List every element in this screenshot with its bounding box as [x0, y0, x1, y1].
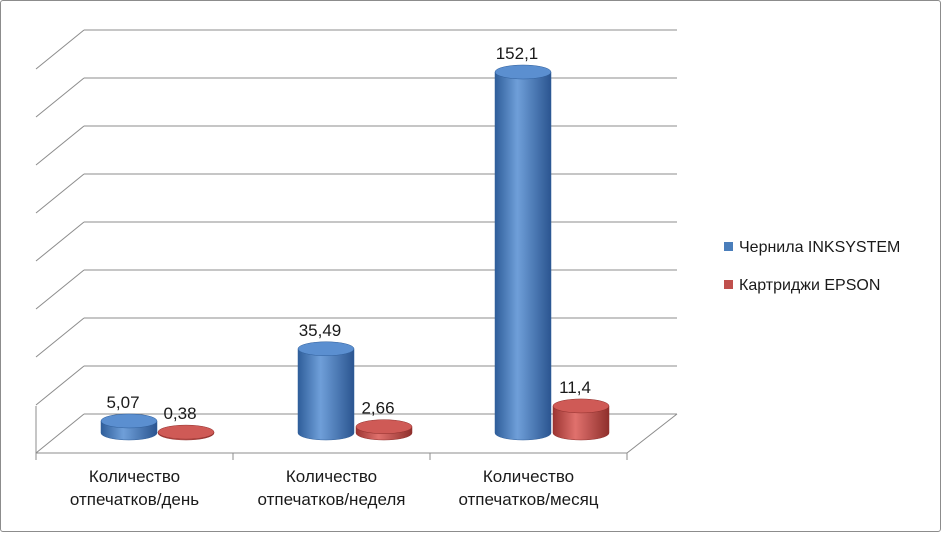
gridlines: [35, 29, 677, 454]
data-label: 152,1: [496, 44, 539, 63]
cylinder-bar: [297, 341, 355, 441]
gridline-side: [35, 77, 85, 118]
plot-area: [100, 64, 610, 441]
floor-right-edge: [626, 413, 678, 454]
gridline-side: [35, 29, 85, 70]
cylinder-body: [297, 348, 355, 441]
data-label: 35,49: [299, 321, 342, 340]
cylinder-top: [355, 419, 413, 434]
cylinder-bar: [100, 413, 158, 441]
data-label: 0,38: [163, 404, 196, 423]
legend-label: Чернила INKSYSTEM: [739, 239, 900, 256]
cylinder-bar: [355, 419, 413, 441]
gridline-side: [35, 317, 85, 358]
category-label: отпечатков/месяц: [458, 490, 598, 509]
cylinder-body: [494, 71, 552, 441]
legend-swatch: [724, 242, 733, 251]
axes: [35, 406, 678, 460]
gridline-side: [35, 221, 85, 262]
category-label: отпечатков/неделя: [258, 490, 406, 509]
data-label: 5,07: [106, 393, 139, 412]
cylinder-bar: [552, 398, 610, 441]
category-label: Количество: [89, 467, 180, 486]
gridline-side: [35, 173, 85, 214]
cylinder-bar: [494, 64, 552, 441]
category-labels: Количество отпечатков/день Количество отпеч…: [70, 467, 599, 509]
legend-swatch: [724, 280, 733, 289]
category-label: отпечатков/день: [70, 490, 199, 509]
legend-label: Картриджи EPSON: [739, 277, 880, 294]
gridline-side: [35, 413, 85, 454]
category-label: Количество: [483, 467, 574, 486]
gridline-side: [35, 125, 85, 166]
cylinder-top: [494, 64, 552, 80]
cylinder-top: [100, 413, 158, 429]
cylinder-top: [297, 341, 355, 357]
data-labels: 5,07 35,49 152,1 0,38 2,66 11,4: [106, 44, 590, 423]
gridline-side: [35, 269, 85, 310]
cylinder-bar: [157, 424, 215, 441]
legend: Чернила INKSYSTEM Картриджи EPSON: [724, 239, 900, 294]
gridline-side: [35, 365, 85, 406]
cylinder-top: [552, 398, 610, 414]
data-label: 2,66: [361, 399, 394, 418]
category-label: Количество: [286, 467, 377, 486]
cylinder-body: [552, 405, 610, 441]
data-label: 11,4: [559, 378, 591, 397]
cylinder-top: [157, 424, 215, 440]
